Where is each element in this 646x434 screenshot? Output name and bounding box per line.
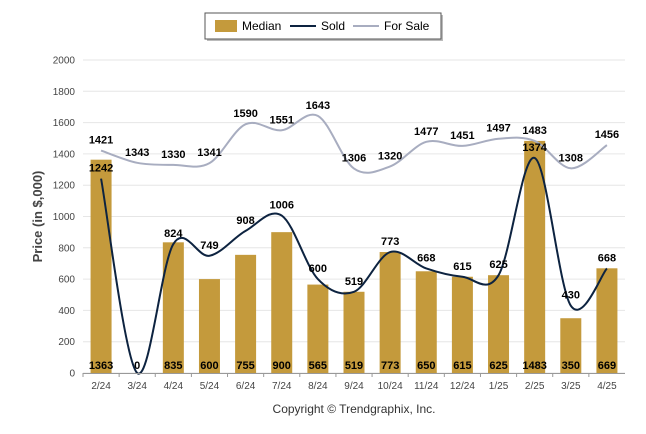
x-tick-label: 2/25 [525, 381, 545, 392]
median-value-label: 900 [273, 360, 291, 372]
median-bar [596, 268, 618, 373]
x-tick-label: 5/24 [200, 381, 220, 392]
legend-sold-label: Sold [321, 19, 345, 33]
median-value-label: 350 [562, 360, 580, 372]
y-tick-label: 1600 [53, 118, 76, 129]
for-sale-value-label: 1643 [306, 100, 330, 112]
sold-value-label: 600 [309, 263, 327, 275]
median-bars [90, 140, 618, 373]
legend-box [204, 12, 442, 40]
sold-value-label: 1006 [269, 200, 293, 212]
legend-median-swatch [215, 20, 237, 32]
median-bar [271, 232, 293, 373]
median-bar [235, 254, 257, 373]
for-sale-value-label: 1330 [161, 149, 185, 161]
x-tick-label: 6/24 [236, 381, 256, 392]
sold-value-label: 908 [236, 215, 254, 227]
y-tick-label: 1000 [53, 212, 76, 223]
y-tick-label: 800 [58, 243, 75, 254]
median-bar [524, 140, 546, 373]
legend: Median Sold For Sale [204, 12, 443, 41]
x-tick-label: 8/24 [308, 381, 328, 392]
median-bar [451, 276, 473, 373]
median-value-label: 1363 [89, 360, 113, 372]
for-sale-value-label: 1551 [269, 114, 293, 126]
for-sale-line [100, 113, 608, 174]
sold-value-label: 668 [598, 252, 616, 264]
y-tick-label: 200 [58, 337, 75, 348]
x-tick-label: 11/24 [414, 381, 439, 392]
median-bar [379, 252, 401, 373]
median-value-label: 835 [164, 360, 182, 372]
y-tick-label: 600 [58, 275, 75, 286]
median-bar [90, 159, 112, 373]
sold-line [100, 156, 608, 375]
x-tick-label: 2/24 [91, 381, 111, 392]
x-tick-label: 9/24 [344, 381, 364, 392]
for-sale-value-label: 1590 [233, 108, 257, 120]
x-tick-label: 4/25 [597, 381, 617, 392]
y-tick-label: 1200 [53, 181, 76, 192]
median-value-label: 669 [598, 360, 616, 372]
y-tick-label: 2000 [53, 56, 76, 67]
data-labels: 1363 0 835 600 755 900 565 519 773 650 615 625 1483 3… [89, 100, 619, 372]
sold-value-label: 824 [164, 228, 183, 240]
x-tick-label: 3/25 [561, 381, 581, 392]
for-sale-value-label: 1343 [125, 147, 149, 159]
sold-value-label: 668 [417, 252, 435, 264]
sold-value-label: 1374 [522, 142, 547, 154]
y-tick-label: 0 [69, 369, 75, 380]
for-sale-value-label: 1421 [89, 135, 113, 147]
sold-value-label: 749 [200, 240, 218, 252]
x-tick-label: 7/24 [272, 381, 292, 392]
copyright-text: Copyright © Trendgraphix, Inc. [273, 402, 436, 416]
median-value-label: 625 [489, 360, 507, 372]
for-sale-value-label: 1306 [342, 153, 366, 165]
median-value-label: 1483 [522, 360, 546, 372]
x-tick-label: 4/24 [164, 381, 184, 392]
median-bar [560, 318, 582, 373]
median-value-label: 773 [381, 360, 399, 372]
legend-for-sale-label: For Sale [384, 19, 430, 33]
median-bar [307, 284, 329, 373]
median-value-label: 519 [345, 360, 363, 372]
x-tick-label: 10/24 [378, 381, 403, 392]
for-sale-value-label: 1456 [595, 129, 619, 141]
sold-value-label: 625 [489, 259, 507, 271]
median-bar [343, 291, 365, 373]
y-tick-label: 1400 [53, 149, 76, 160]
for-sale-value-label: 1477 [414, 126, 438, 138]
median-value-label: 615 [453, 360, 471, 372]
for-sale-value-label: 1320 [378, 150, 402, 162]
for-sale-value-label: 1483 [522, 125, 546, 137]
for-sale-value-label: 1451 [450, 130, 474, 142]
sold-value-label: 615 [453, 261, 471, 273]
median-value-label: 755 [236, 360, 254, 372]
sold-value-label: 1242 [89, 163, 113, 175]
sold-value-label: 773 [381, 236, 399, 248]
x-tick-label: 1/25 [489, 381, 509, 392]
median-value-label: 0 [134, 360, 140, 372]
for-sale-value-label: 1497 [486, 123, 510, 135]
median-value-label: 565 [309, 360, 327, 372]
y-axis-label: Price (in $,000) [30, 171, 45, 263]
sold-value-label: 430 [562, 290, 580, 302]
median-bar [415, 271, 437, 373]
median-bar [162, 242, 184, 373]
x-tick-label: 12/24 [450, 381, 475, 392]
sold-value-label: 519 [345, 276, 363, 288]
y-tick-label: 1800 [53, 87, 76, 98]
median-value-label: 650 [417, 360, 435, 372]
legend-median-label: Median [242, 19, 281, 33]
median-bar [488, 275, 510, 373]
median-value-label: 600 [200, 360, 218, 372]
axes: Price (in $,000) 0 200 400 600 800 1000 1200 14… [30, 56, 625, 392]
for-sale-value-label: 1341 [197, 147, 221, 159]
x-tick-label: 3/24 [127, 381, 147, 392]
median-bar [198, 279, 220, 373]
y-tick-label: 400 [58, 306, 75, 317]
series-lines [100, 113, 608, 375]
for-sale-value-label: 1308 [559, 152, 583, 164]
